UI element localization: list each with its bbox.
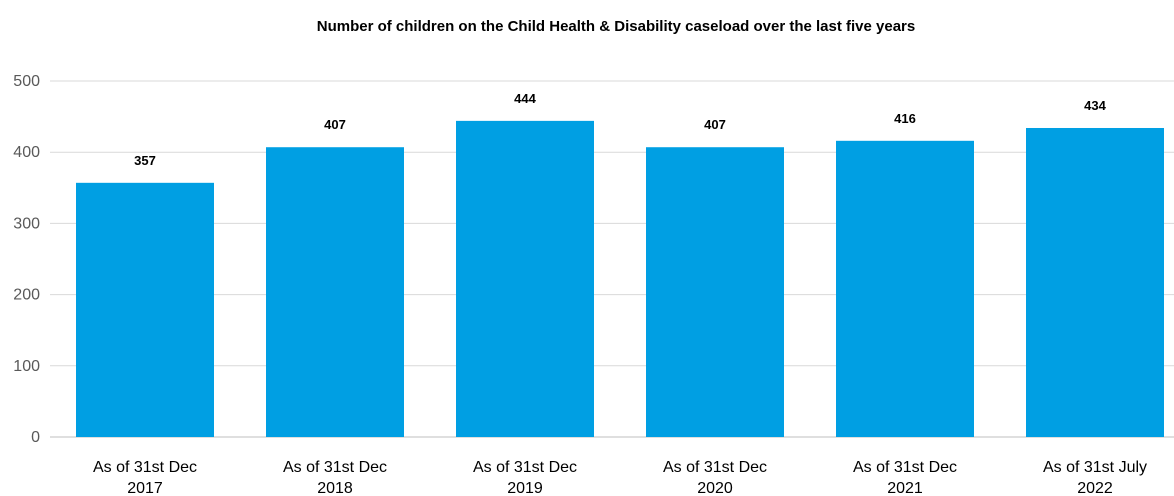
- y-tick-label: 100: [13, 358, 40, 375]
- y-tick-label: 400: [13, 144, 40, 161]
- x-tick-label: As of 31st July 2022: [1043, 459, 1147, 496]
- x-axis-ticks: As of 31st Dec 2017 As of 31st Dec 2018 As o…: [93, 459, 1147, 496]
- data-labels: 357 407 444 407 416 434: [134, 91, 1106, 168]
- y-axis-ticks: 0 100 200 300 400 500: [13, 73, 40, 446]
- data-label: 434: [1084, 98, 1106, 113]
- y-tick-label: 500: [13, 73, 40, 90]
- bar: [1026, 127, 1164, 437]
- gridlines: [50, 80, 1174, 438]
- data-label: 357: [134, 153, 156, 168]
- data-label: 407: [324, 117, 346, 132]
- data-label: 444: [514, 91, 536, 106]
- data-label: 416: [894, 111, 916, 126]
- x-tick-label: As of 31st Dec 2017: [93, 459, 197, 496]
- y-tick-label: 200: [13, 287, 40, 304]
- bars: [76, 120, 1164, 438]
- y-tick-label: 300: [13, 215, 40, 232]
- x-tick-label: As of 31st Dec 2020: [663, 459, 767, 496]
- bar: [836, 140, 974, 438]
- bar: [646, 147, 784, 437]
- bar: [456, 120, 594, 437]
- bar: [266, 147, 404, 437]
- chart-title: Number of children on the Child Health &…: [317, 18, 916, 35]
- y-tick-label: 0: [31, 429, 40, 446]
- x-tick-label: As of 31st Dec 2021: [853, 459, 957, 496]
- x-tick-label: As of 31st Dec 2018: [283, 459, 387, 496]
- bar: [76, 182, 214, 437]
- x-tick-label: As of 31st Dec 2019: [473, 459, 577, 496]
- data-label: 407: [704, 117, 726, 132]
